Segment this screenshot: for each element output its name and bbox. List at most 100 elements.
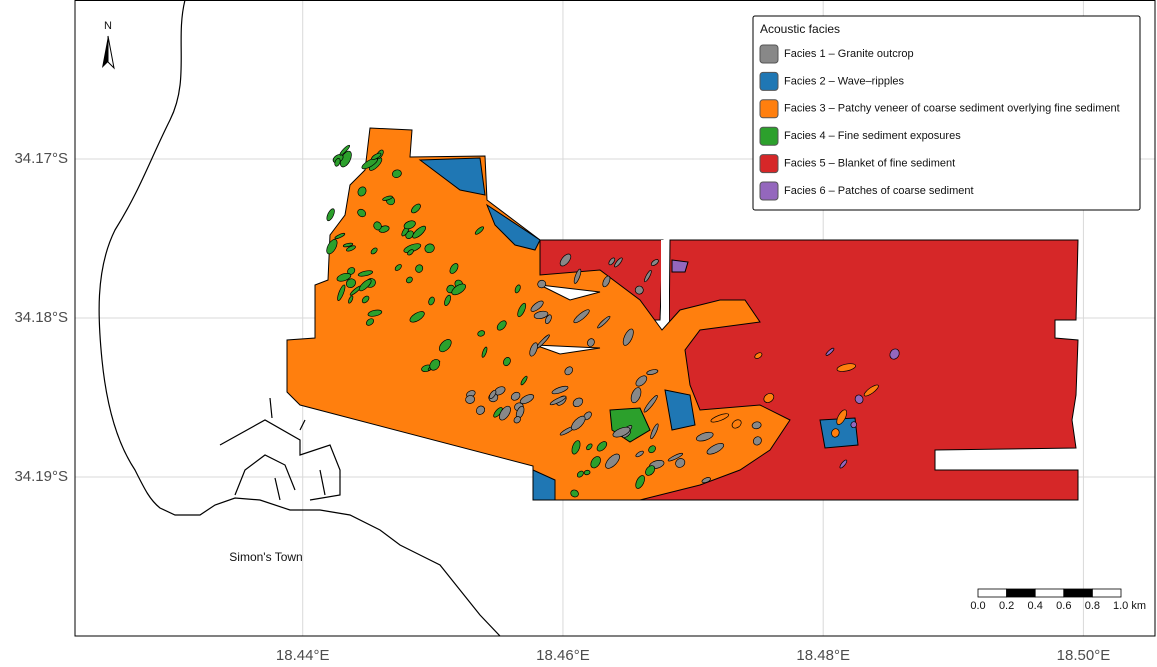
facies-2-patch <box>754 352 763 359</box>
facies-4-patch <box>429 358 441 371</box>
facies-4-patch <box>570 489 579 498</box>
facies-4-patch <box>394 264 402 271</box>
facies-4-patch <box>449 263 459 274</box>
scale-segment <box>977 588 1008 598</box>
y-tick-label: 34.19°S <box>14 468 68 485</box>
facies-4-patch <box>371 152 382 160</box>
north-arrow <box>102 36 108 68</box>
facies-6-patch <box>671 259 689 273</box>
facies-1-patch <box>597 315 611 329</box>
scale-segment <box>1063 588 1093 598</box>
facies-4-patch <box>348 295 354 304</box>
facies-4-patch <box>365 318 375 326</box>
scale-label: 0.2 <box>999 600 1014 612</box>
facies-4-patch <box>415 264 424 273</box>
facies-4-patch <box>576 470 584 478</box>
facies-4-patch <box>520 375 528 386</box>
facies-4-patch <box>334 158 341 167</box>
facies-2-patch <box>418 157 486 196</box>
facies-1-patch <box>751 421 762 430</box>
facies-1-patch <box>510 391 521 401</box>
place-label: Simon's Town <box>229 550 302 564</box>
facies-4-patch <box>326 239 338 255</box>
legend-label: Facies 6 – Patches of coarse sediment <box>784 185 974 197</box>
facies-4-patch <box>477 330 486 337</box>
facies-1-patch <box>605 453 620 469</box>
facies-2-patch <box>532 469 556 501</box>
facies-1-patch <box>696 431 714 442</box>
legend-title: Acoustic facies <box>760 22 840 36</box>
facies-1-patch <box>675 458 686 468</box>
facies-1-patch <box>706 443 725 455</box>
facies-1-patch <box>533 310 549 320</box>
facies-4-patch <box>345 278 356 288</box>
facies-6-patch <box>839 459 848 469</box>
legend-box <box>752 15 1141 211</box>
legend-label: Facies 2 – Wave–ripples <box>784 75 905 87</box>
facies-4-patch <box>357 186 367 197</box>
facies-4-patch <box>648 445 656 454</box>
facies-1-patch <box>519 394 535 405</box>
facies-4-patch <box>590 456 601 469</box>
facies-4-patch <box>339 144 351 156</box>
facies-1-patch <box>571 415 586 431</box>
facies-1-patch <box>499 405 511 421</box>
facies-4-patch <box>370 247 378 255</box>
facies-4-patch <box>635 475 645 489</box>
facies-1-patch <box>544 314 552 325</box>
facies-4-patch <box>358 279 372 292</box>
facies-1-patch <box>559 253 572 267</box>
facies-4-patch <box>514 284 521 294</box>
facies-2-patch <box>763 393 775 403</box>
facies-1-patch <box>549 395 567 406</box>
y-tick-label: 34.17°S <box>14 150 68 167</box>
facies-4-patch <box>357 208 367 218</box>
facies-4-patch <box>411 203 421 214</box>
facies-4-patch <box>345 245 356 252</box>
facies-1-patch <box>646 369 659 375</box>
facies-4-patch <box>382 195 393 201</box>
facies-1-patch <box>602 275 611 288</box>
legend-label: Facies 3 – Patchy veneer of coarse sedim… <box>784 103 1120 115</box>
facies-1-patch <box>650 423 659 440</box>
scale-segment <box>1006 588 1036 598</box>
facies-2-patch <box>836 363 857 372</box>
facies-4-patch <box>337 284 346 301</box>
facies-4-patch <box>326 208 335 222</box>
scale-label: 0.4 <box>1028 600 1043 612</box>
facies-2-patch <box>485 203 541 251</box>
facies-4-patch <box>361 295 370 304</box>
facies-2-patch <box>731 419 742 429</box>
facies-4-patch <box>444 294 452 306</box>
scale-segment <box>1034 588 1065 598</box>
facies-6-patch <box>889 348 900 360</box>
y-tick-label: 34.18°S <box>14 309 68 326</box>
facies-4-patch <box>334 233 346 240</box>
facies-4-patch <box>407 249 414 256</box>
facies-1-patch <box>635 375 648 387</box>
map-frame <box>74 0 1156 637</box>
x-tick-label: 18.48°E <box>796 647 850 664</box>
facies-1-patch <box>537 279 547 289</box>
facies-4-patch <box>403 220 416 230</box>
facies-1-patch <box>612 426 631 438</box>
scale-label: 1.0 km <box>1113 600 1146 612</box>
facies-4-patch <box>367 309 383 317</box>
facies-1-patch <box>564 366 573 376</box>
facies-4-patch <box>361 157 378 170</box>
facies-1-patch <box>701 477 711 484</box>
harbour <box>219 397 341 501</box>
facies-2-patch <box>836 409 848 425</box>
facies-4-patch <box>586 443 593 451</box>
facies-1-patch <box>587 338 595 347</box>
facies-1-patch <box>476 405 486 415</box>
facies-1-patch <box>644 269 652 283</box>
facies-1-patch <box>622 328 634 346</box>
legend-swatch <box>759 99 779 119</box>
scale-segment <box>1092 588 1122 598</box>
scale-bar: 0.0 0.2 0.4 0.6 0.8 1.0 km <box>970 588 1146 612</box>
survey-area <box>286 127 1079 501</box>
